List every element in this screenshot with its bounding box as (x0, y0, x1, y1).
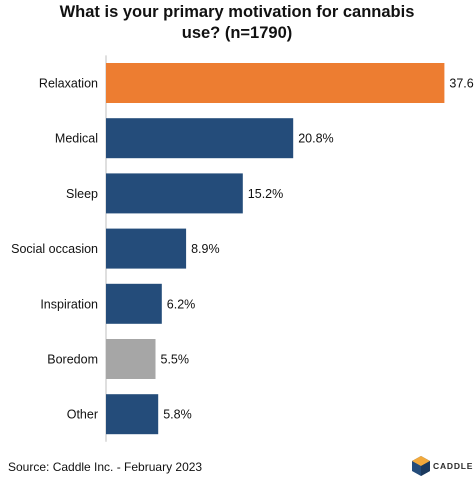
value-label: 8.9% (191, 242, 220, 256)
chart-title: What is your primary motivation for cann… (0, 2, 474, 44)
bar-social-occasion (106, 228, 187, 269)
caddle-logo: CADDLE (411, 455, 474, 479)
bar-other (106, 394, 159, 435)
value-label: 20.8% (298, 132, 333, 146)
bar-medical (106, 118, 294, 159)
category-label: Social occasion (11, 242, 98, 256)
category-label: Medical (55, 132, 98, 146)
value-label: 37.6% (449, 77, 474, 91)
value-label: 15.2% (248, 187, 283, 201)
logo-text: CADDLE (433, 461, 474, 471)
value-label: 5.5% (161, 353, 190, 367)
value-label: 6.2% (167, 297, 196, 311)
category-label: Relaxation (39, 77, 98, 91)
caddle-hexagon-icon (412, 456, 430, 476)
source-note: Source: Caddle Inc. - February 2023 (8, 460, 203, 474)
chart-title-line-1: What is your primary motivation for cann… (59, 3, 415, 21)
bar-chart: Relaxation 37.6% Medical 20.8% Sleep 15.2% Soc… (11, 55, 474, 442)
value-label: 5.8% (163, 408, 192, 422)
category-label: Boredom (47, 353, 98, 367)
bar-sleep (106, 173, 243, 214)
chart-title-line-2: use? (n=1790) (181, 24, 293, 42)
bar-inspiration (106, 283, 162, 324)
bar-boredom (106, 339, 156, 379)
category-label: Sleep (66, 187, 98, 201)
bar-relaxation (106, 63, 445, 103)
category-label: Other (67, 408, 98, 422)
category-label: Inspiration (40, 297, 98, 311)
